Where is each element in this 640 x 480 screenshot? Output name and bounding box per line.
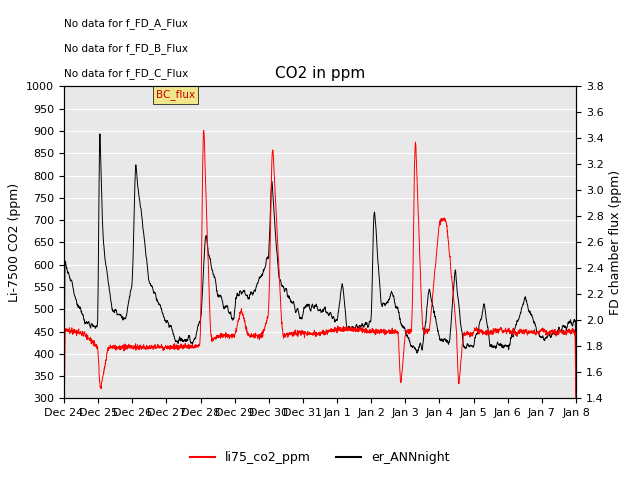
Y-axis label: FD chamber flux (ppm): FD chamber flux (ppm)	[609, 170, 622, 315]
Text: No data for f_FD_C_Flux: No data for f_FD_C_Flux	[64, 68, 188, 79]
Text: BC_flux: BC_flux	[156, 90, 195, 100]
Title: CO2 in ppm: CO2 in ppm	[275, 66, 365, 81]
Legend: li75_co2_ppm, er_ANNnight: li75_co2_ppm, er_ANNnight	[186, 446, 454, 469]
Text: No data for f_FD_A_Flux: No data for f_FD_A_Flux	[64, 18, 188, 29]
Y-axis label: Li-7500 CO2 (ppm): Li-7500 CO2 (ppm)	[8, 183, 20, 302]
Text: No data for f_FD_B_Flux: No data for f_FD_B_Flux	[64, 43, 188, 54]
